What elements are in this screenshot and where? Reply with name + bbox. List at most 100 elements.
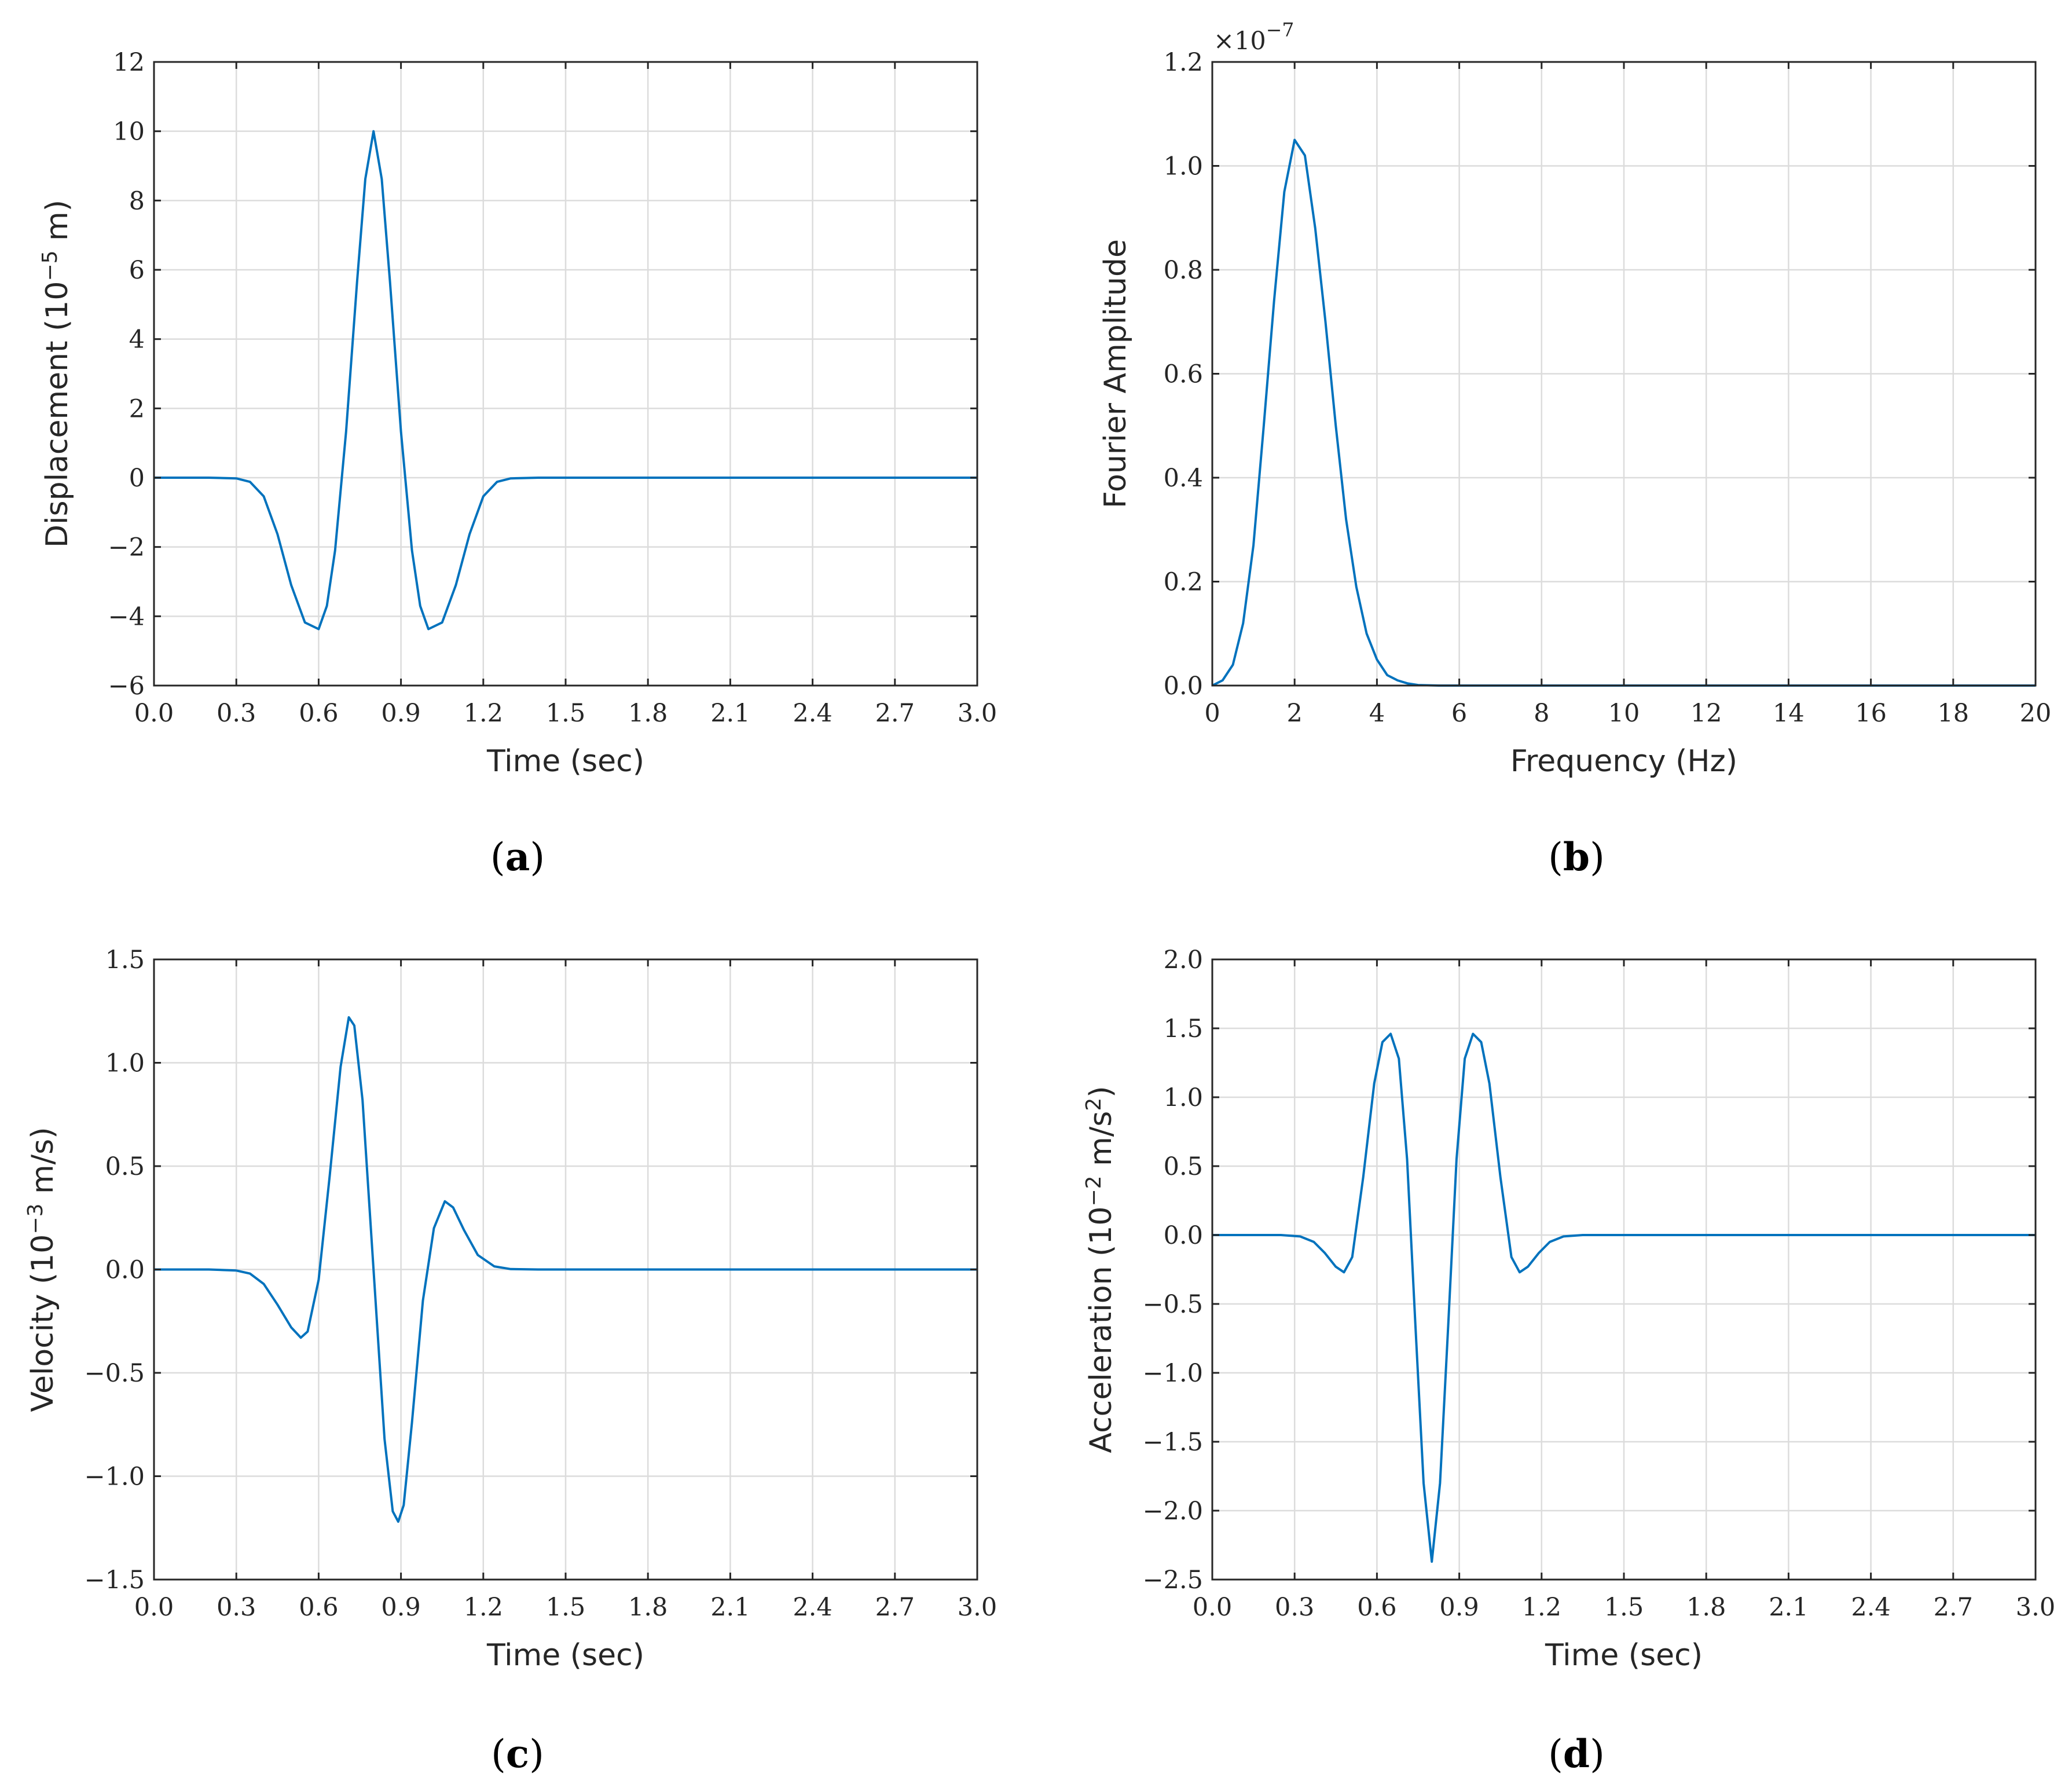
- x-tick-label: 1.8: [1686, 1593, 1726, 1622]
- y-tick-label: 1.5: [1164, 1014, 1203, 1043]
- y-axis-label: Fourier Amplitude: [1098, 239, 1133, 508]
- y-tick-label: 0.6: [1164, 360, 1203, 389]
- x-tick-label: 10: [1608, 699, 1640, 728]
- y-tick-label: 1.0: [1164, 152, 1203, 181]
- series-line-displacement: [154, 130, 977, 631]
- x-tick-label: 1.8: [628, 699, 668, 728]
- x-tick-label: 0.0: [134, 1593, 174, 1622]
- x-tick-label: 2.4: [793, 1593, 832, 1622]
- x-tick-label: 1.2: [464, 699, 503, 728]
- y-tick-label: −4: [108, 602, 145, 631]
- series-line-velocity: [154, 1016, 977, 1523]
- y-tick-label: 0: [129, 464, 145, 493]
- y-tick-label: 0.8: [1164, 256, 1203, 285]
- x-tick-label: 4: [1369, 699, 1385, 728]
- panel-c: 0.0 0.3 0.6 0.9 1.2 1.5 1.8 2.1 2.4 2.7 3.0 −1.5 −1.…: [24, 946, 997, 1776]
- x-tick-label: 1.2: [464, 1593, 503, 1622]
- series-line-fourier-amplitude: [1212, 138, 2036, 687]
- x-tick-label: 1.5: [546, 1593, 585, 1622]
- y-tick-label: −1.5: [1143, 1428, 1203, 1457]
- y-tick-label: −2.5: [1143, 1566, 1203, 1595]
- panel-caption: (b): [1548, 834, 1605, 880]
- x-tick-label: 0.9: [381, 699, 420, 728]
- y-tick-label: −1.0: [1143, 1359, 1203, 1388]
- x-tick-label: 2.1: [710, 699, 750, 728]
- y-axis-label: Acceleration (10−2 m/s2): [1082, 1086, 1118, 1453]
- x-tick-label: 3.0: [958, 699, 997, 728]
- panel-b: 0 2 4 6 8 10 12 14 16 18 20 0.0 0.2 0.4 0.6 0.8 1.0 1.2 Fr…: [1098, 19, 2051, 880]
- y-tick-label: −0.5: [1143, 1290, 1203, 1319]
- x-tick-label: 16: [1855, 699, 1887, 728]
- x-tick-label: 2: [1287, 699, 1303, 728]
- panel-caption: (d): [1548, 1731, 1605, 1776]
- y-axis-label: Velocity (10−3 m/s): [24, 1127, 60, 1412]
- x-tick-label: 0.6: [299, 699, 338, 728]
- x-tick-label: 14: [1773, 699, 1805, 728]
- x-axis-label: Frequency (Hz): [1510, 744, 1737, 779]
- y-tick-label: 0.0: [1164, 672, 1203, 701]
- x-tick-label: 2.7: [1934, 1593, 1973, 1622]
- x-tick-label: 0.6: [299, 1593, 338, 1622]
- x-tick-label: 1.5: [1604, 1593, 1644, 1622]
- x-tick-label: 8: [1534, 699, 1549, 728]
- panel-d: 0.0 0.3 0.6 0.9 1.2 1.5 1.8 2.1 2.4 2.7 3.0 −2.5 −2.…: [1082, 946, 2055, 1776]
- x-tick-label: 20: [2020, 699, 2052, 728]
- x-tick-label: 0: [1204, 699, 1220, 728]
- x-tick-label: 2.4: [793, 699, 832, 728]
- x-tick-label: 2.1: [1769, 1593, 1808, 1622]
- y-tick-label: 0.0: [1164, 1221, 1203, 1250]
- y-tick-label: 0.5: [1164, 1152, 1203, 1181]
- y-tick-label: 1.5: [105, 946, 145, 974]
- x-tick-label: 0.3: [217, 699, 256, 728]
- y-tick-label: 1.2: [1164, 48, 1203, 77]
- x-tick-label: 2.1: [710, 1593, 750, 1622]
- y-tick-label: −1.0: [85, 1463, 145, 1492]
- y-tick-label: 1.0: [1164, 1083, 1203, 1112]
- x-tick-label: 0.9: [1439, 1593, 1479, 1622]
- x-tick-label: 18: [1937, 699, 1969, 728]
- y-tick-label: −2: [108, 533, 145, 562]
- x-tick-label: 0.3: [217, 1593, 256, 1622]
- y-axis-label: Displacement (10−5 m): [38, 200, 75, 548]
- x-tick-label: 1.8: [628, 1593, 668, 1622]
- y-tick-label: 10: [113, 118, 145, 146]
- x-axis-label: Time (sec): [486, 744, 644, 779]
- x-tick-label: 1.5: [546, 699, 585, 728]
- x-tick-label: 3.0: [2016, 1593, 2055, 1622]
- panel-caption: (a): [490, 834, 545, 880]
- y-tick-label: 12: [113, 48, 145, 77]
- y-tick-label: 2.0: [1164, 946, 1203, 974]
- x-tick-label: 0.3: [1275, 1593, 1314, 1622]
- x-tick-label: 0.0: [1193, 1593, 1232, 1622]
- y-tick-label: 0.0: [105, 1256, 145, 1285]
- y-tick-label: 8: [129, 186, 145, 215]
- x-tick-label: 2.7: [875, 699, 915, 728]
- y-tick-label: −0.5: [85, 1359, 145, 1388]
- x-tick-label: 0.6: [1357, 1593, 1396, 1622]
- x-tick-label: 12: [1690, 699, 1722, 728]
- y-tick-label: 0.2: [1164, 568, 1203, 597]
- panel-a: 0.0 0.3 0.6 0.9 1.2 1.5 1.8 2.1 2.4 2.7 3.0 −6 −4 −2 0…: [38, 48, 997, 880]
- x-tick-label: 2.4: [1851, 1593, 1890, 1622]
- y-tick-label: 0.4: [1164, 464, 1203, 493]
- y-tick-label: 1.0: [105, 1049, 145, 1078]
- panel-caption: (c): [491, 1731, 544, 1776]
- y-tick-label: −1.5: [85, 1566, 145, 1595]
- y-tick-label: 0.5: [105, 1152, 145, 1181]
- y-tick-label: −2.0: [1143, 1497, 1203, 1526]
- x-axis-label: Time (sec): [486, 1638, 644, 1673]
- x-tick-label: 0.9: [381, 1593, 420, 1622]
- y-tick-label: 6: [129, 256, 145, 285]
- y-axis-multiplier: ×10−7: [1213, 19, 1294, 56]
- x-tick-label: 1.2: [1522, 1593, 1561, 1622]
- series-line-acceleration: [1212, 1032, 2036, 1563]
- y-tick-label: 4: [129, 325, 145, 354]
- x-tick-label: 0.0: [134, 699, 174, 728]
- x-tick-label: 2.7: [875, 1593, 915, 1622]
- x-tick-label: 6: [1451, 699, 1467, 728]
- y-tick-label: −6: [108, 672, 145, 701]
- y-tick-label: 2: [129, 394, 145, 423]
- x-axis-label: Time (sec): [1545, 1638, 1703, 1673]
- x-tick-label: 3.0: [958, 1593, 997, 1622]
